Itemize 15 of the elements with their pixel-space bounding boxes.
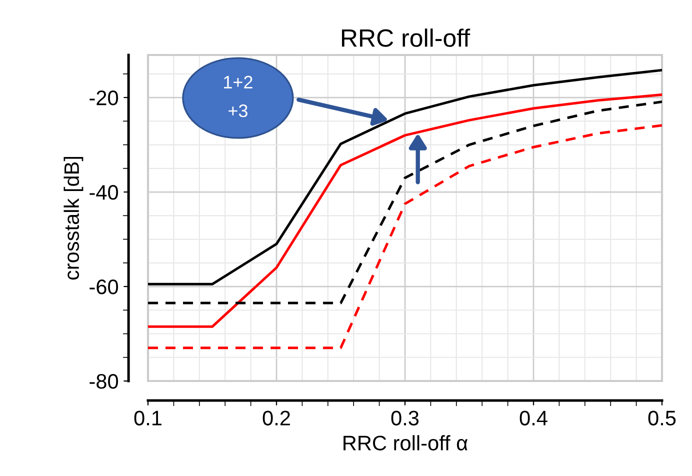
chart-title: RRC roll-off [342, 28, 470, 47]
line-series [148, 124, 662, 350]
x-axis-title: RRC roll-off α [344, 435, 468, 450]
y-tick-label: -20 [90, 90, 118, 106]
x-tick-label: 0.4 [520, 410, 548, 426]
y-axis-title: crosstalk [dB] [64, 156, 84, 280]
x-tick-label: 0.1 [134, 410, 162, 426]
y-tick-label: -60 [90, 280, 118, 294]
x-tick-label: 0.2 [262, 410, 290, 426]
annotation: 1+2 +3 [224, 76, 252, 118]
y-tick-label: -40 [90, 185, 118, 200]
y-tick-label: -80 [90, 374, 118, 389]
x-tick-label: 0.5 [648, 410, 676, 426]
x-tick-label: 0.3 [391, 410, 419, 426]
line-series [148, 68, 662, 286]
